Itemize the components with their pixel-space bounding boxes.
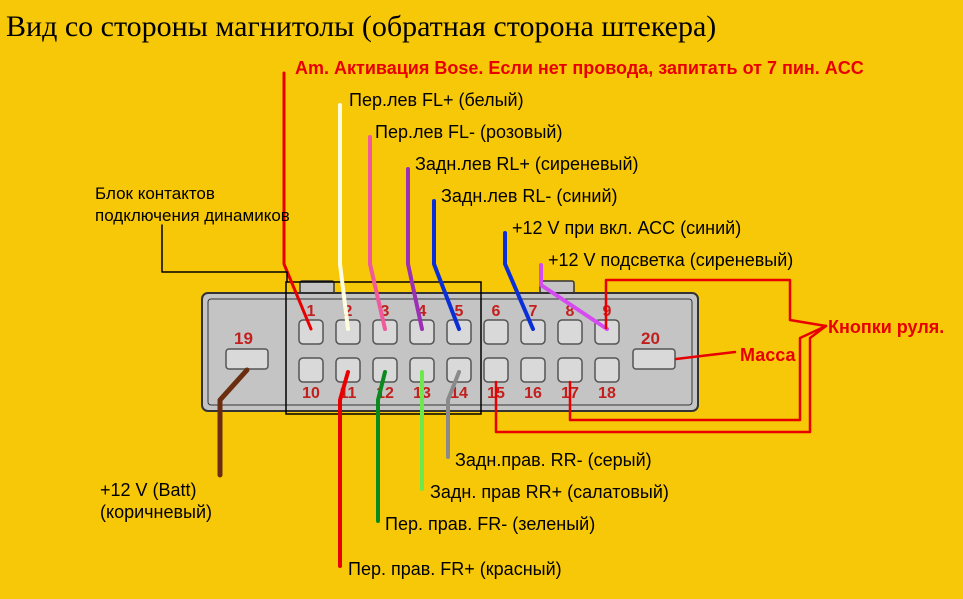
pin-number: 20	[641, 329, 660, 348]
label-rr+: Задн. прав RR+ (салатовый)	[430, 482, 669, 502]
label-fl+: Пер.лев FL+ (белый)	[349, 90, 524, 110]
label-rl-: Задн.лев RL- (синий)	[441, 186, 618, 206]
label-rl+: Задн.лев RL+ (сиреневый)	[415, 154, 639, 174]
label-ill: +12 V подсветка (сиреневый)	[548, 250, 793, 270]
pin-hole-8	[558, 320, 582, 344]
pin-hole-19	[226, 349, 268, 369]
pin-hole-16	[521, 358, 545, 382]
label-steer: Кнопки руля.	[828, 317, 944, 337]
label-fr+: Пер. прав. FR+ (красный)	[348, 559, 562, 579]
label-batt2: (коричневый)	[100, 502, 212, 522]
label-acc: +12 V при вкл. АСС (синий)	[512, 218, 741, 238]
pin-number: 16	[524, 385, 542, 402]
pin-hole-15	[484, 358, 508, 382]
label-fr-: Пер. прав. FR- (зеленый)	[385, 514, 595, 534]
pin-number: 18	[598, 385, 616, 402]
pin-hole-20	[633, 349, 675, 369]
pin-hole-6	[484, 320, 508, 344]
pin-hole-10	[299, 358, 323, 382]
pin-hole-18	[595, 358, 619, 382]
wire-w-spkblock	[162, 225, 287, 282]
pin-number: 1	[307, 303, 316, 320]
label-spkblock1: Блок контактов	[95, 184, 215, 203]
pin-number: 19	[234, 329, 253, 348]
connector-notch	[300, 281, 334, 293]
label-batt1: +12 V (Batt)	[100, 480, 197, 500]
label-fl-: Пер.лев FL- (розовый)	[375, 122, 562, 142]
label-rr-: Задн.прав. RR- (серый)	[455, 450, 652, 470]
pin-number: 6	[492, 303, 501, 320]
label-bose: Am. Активация Bose. Если нет провода, за…	[295, 58, 864, 78]
pin-hole-1	[299, 320, 323, 344]
pin-hole-17	[558, 358, 582, 382]
pin-hole-7	[521, 320, 545, 344]
label-spkblock2: подключения динамиков	[95, 206, 290, 225]
label-mass: Масса	[740, 345, 796, 365]
pin-number: 10	[302, 385, 320, 402]
diagram-title: Вид со стороны магнитолы (обратная сторо…	[6, 10, 716, 43]
